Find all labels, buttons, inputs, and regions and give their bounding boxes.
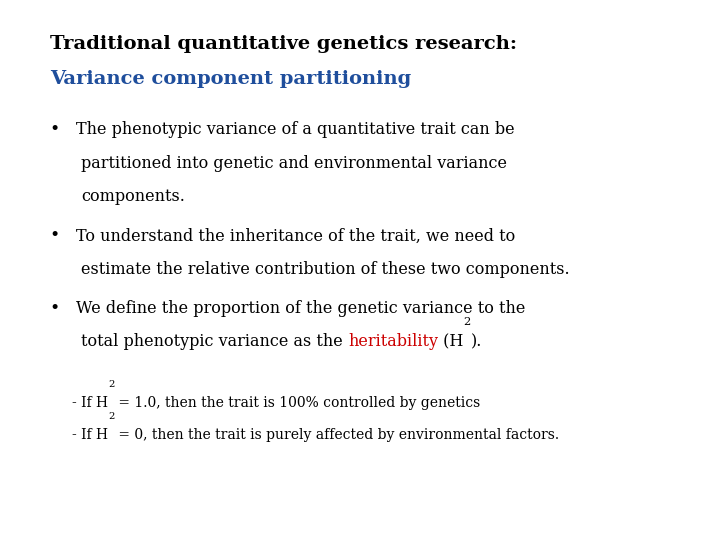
Text: - If H: - If H <box>72 428 108 442</box>
Text: •: • <box>49 227 59 244</box>
Text: 2: 2 <box>108 412 114 421</box>
Text: Variance component partitioning: Variance component partitioning <box>50 70 412 88</box>
Text: 2: 2 <box>464 317 471 327</box>
Text: Traditional quantitative genetics research:: Traditional quantitative genetics resear… <box>50 35 518 53</box>
Text: •: • <box>49 300 59 316</box>
Text: ).: ). <box>471 333 482 350</box>
Text: heritability: heritability <box>348 333 438 350</box>
Text: - If H: - If H <box>72 396 108 410</box>
Text: 2: 2 <box>108 380 114 389</box>
Text: = 0, then the trait is purely affected by environmental factors.: = 0, then the trait is purely affected b… <box>114 428 559 442</box>
Text: The phenotypic variance of a quantitative trait can be: The phenotypic variance of a quantitativ… <box>76 122 514 138</box>
Text: components.: components. <box>81 188 185 205</box>
Text: = 1.0, then the trait is 100% controlled by genetics: = 1.0, then the trait is 100% controlled… <box>114 396 481 410</box>
Text: •: • <box>49 122 59 138</box>
Text: (H: (H <box>438 333 464 350</box>
Text: estimate the relative contribution of these two components.: estimate the relative contribution of th… <box>81 261 570 278</box>
Text: We define the proportion of the genetic variance to the: We define the proportion of the genetic … <box>76 300 525 316</box>
Text: partitioned into genetic and environmental variance: partitioned into genetic and environment… <box>81 155 508 172</box>
Text: To understand the inheritance of the trait, we need to: To understand the inheritance of the tra… <box>76 227 515 244</box>
Text: total phenotypic variance as the: total phenotypic variance as the <box>81 333 348 350</box>
